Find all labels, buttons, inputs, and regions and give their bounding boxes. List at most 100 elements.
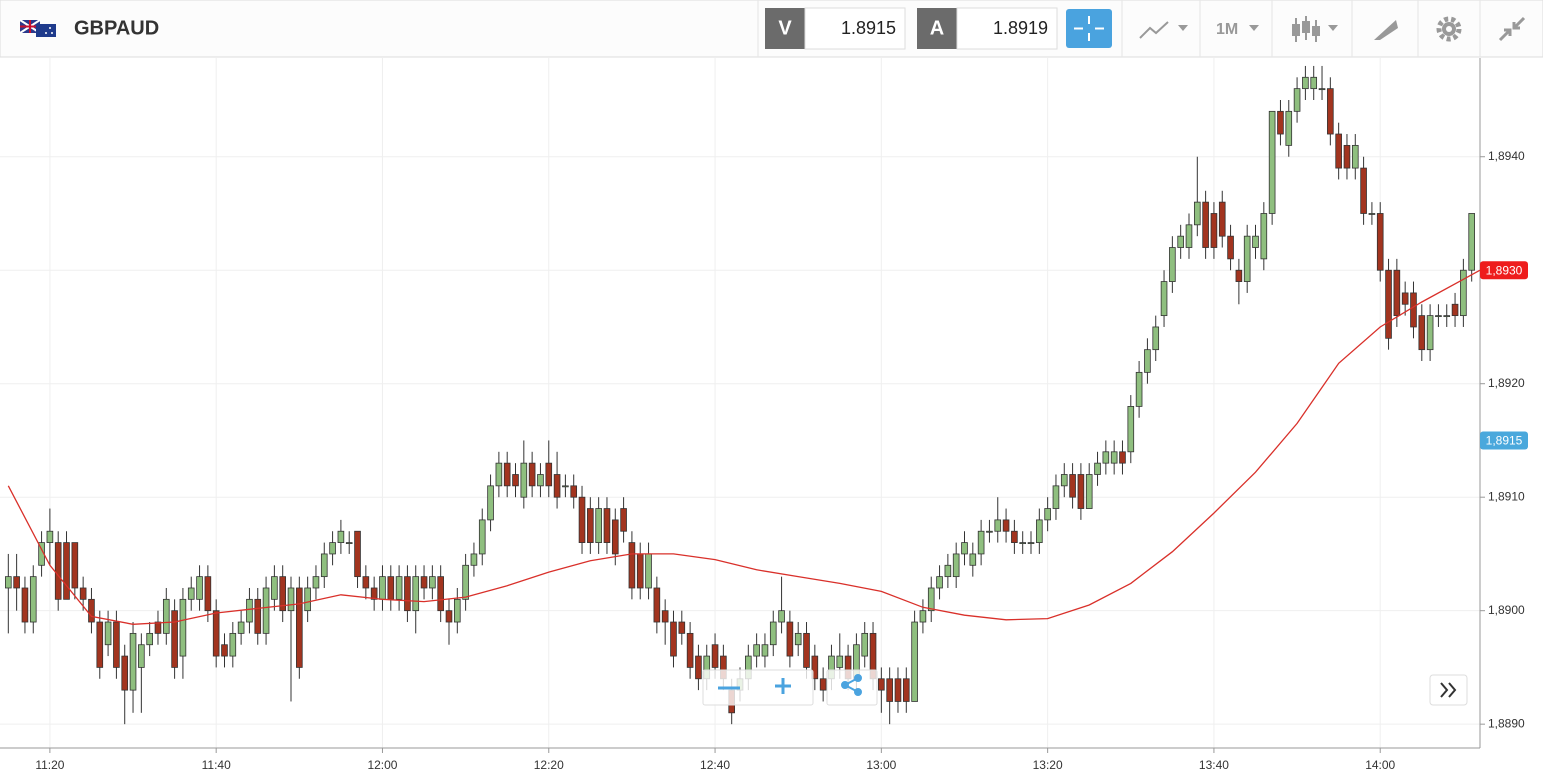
candle-body <box>1185 224 1193 248</box>
share-button[interactable] <box>841 674 862 696</box>
candle-body <box>138 644 145 668</box>
candle-body <box>495 462 503 487</box>
price-label: 1,8930 <box>1486 263 1523 277</box>
candle-body <box>1426 315 1434 351</box>
candle-body <box>1218 201 1226 237</box>
candle-body <box>512 474 519 487</box>
candle-body <box>1318 88 1326 91</box>
candle-body <box>520 462 528 498</box>
candle-body <box>13 576 20 589</box>
candle-body <box>88 598 95 623</box>
candle-body <box>420 576 428 589</box>
candle-body <box>412 576 420 612</box>
candle-body <box>902 678 910 702</box>
x-tick-label: 13:20 <box>1033 758 1063 772</box>
candle-body <box>487 485 494 521</box>
candle-body <box>370 587 378 600</box>
x-tick-label: 11:40 <box>202 758 231 772</box>
crosshair-button[interactable] <box>1066 9 1112 48</box>
candle-body <box>578 496 586 543</box>
candle-body <box>969 553 977 566</box>
candle-body <box>287 587 295 612</box>
candle-body <box>362 576 370 589</box>
candle-body <box>1343 144 1351 169</box>
candle-body <box>1169 247 1176 282</box>
candle-body <box>811 655 819 680</box>
candle-body <box>919 610 927 623</box>
candle-type-button[interactable] <box>1292 16 1338 42</box>
candle-body <box>329 542 336 555</box>
candle-body <box>1144 349 1151 373</box>
candle-body <box>753 644 760 657</box>
chart-type-button[interactable] <box>1139 21 1188 39</box>
candle-body <box>1069 474 1076 498</box>
flag-icon <box>19 19 56 37</box>
candle-body <box>429 576 436 589</box>
candle-body <box>695 655 702 680</box>
candle-body <box>1102 451 1110 464</box>
x-tick-label: 12:40 <box>700 758 730 772</box>
candle-body <box>1302 76 1309 90</box>
bid-label: V <box>778 17 792 39</box>
candle-body <box>196 576 203 600</box>
candle-body <box>794 632 802 646</box>
candle-body <box>1177 235 1184 248</box>
candle-body <box>836 655 844 668</box>
drawing-button[interactable] <box>1374 20 1398 40</box>
candle-body <box>54 542 62 600</box>
candle-body <box>686 632 694 668</box>
candle-body <box>404 576 411 612</box>
candle-body <box>395 576 403 600</box>
candle-body <box>237 621 245 634</box>
candle-body <box>1002 519 1010 532</box>
candle-body <box>121 655 129 691</box>
candle-body <box>894 678 902 702</box>
candle-body <box>977 530 985 555</box>
candle-body <box>911 621 918 702</box>
zoom-toolbar <box>702 669 814 706</box>
candle-body <box>611 519 619 555</box>
price-label-box <box>1480 261 1528 280</box>
candle-body <box>212 610 220 657</box>
zoom-in-button[interactable] <box>775 678 791 694</box>
candle-body <box>71 542 79 589</box>
candle-body <box>1135 371 1143 407</box>
settings-button[interactable] <box>1436 16 1462 42</box>
candle-body <box>171 610 178 668</box>
candle-body <box>769 621 777 646</box>
candle-body <box>1193 201 1201 226</box>
ask-button[interactable] <box>917 8 957 49</box>
candle-body <box>162 598 170 634</box>
candle-body <box>678 621 686 634</box>
candle-body <box>587 508 594 543</box>
scroll-end-button[interactable] <box>1429 674 1468 706</box>
candle-body <box>1418 315 1426 351</box>
timeframe[interactable]: 1M <box>1216 21 1238 38</box>
candle-body <box>1385 269 1392 339</box>
candle-body <box>886 678 893 702</box>
y-tick-label: 1,8920 <box>1488 376 1525 390</box>
candle-body <box>1243 235 1251 282</box>
candle-body <box>254 598 262 634</box>
candle-body <box>927 587 935 612</box>
chart: 1,8890 1,8900 1,8910 1,8920 1,8930 1,8940 11:2… <box>0 58 1528 772</box>
candle-body <box>994 519 1002 532</box>
bid-button[interactable] <box>765 8 805 49</box>
candle-body <box>961 542 968 555</box>
candle-body <box>437 576 444 612</box>
candle-body <box>1052 485 1060 509</box>
collapse-button[interactable] <box>1498 16 1526 42</box>
candle-body <box>878 678 885 691</box>
candle-body <box>1268 110 1276 214</box>
candle-body <box>96 621 104 668</box>
header-separators <box>757 0 1481 57</box>
candle-body <box>21 587 29 623</box>
candle-body <box>1077 474 1085 509</box>
header: GBPAUD V 1.8915 A 1.8919 1M <box>0 0 1543 58</box>
candle-body <box>296 587 303 668</box>
candle-body <box>470 553 478 566</box>
candle-body <box>1094 462 1101 475</box>
candle-body <box>986 530 993 533</box>
candle-body <box>537 474 544 487</box>
